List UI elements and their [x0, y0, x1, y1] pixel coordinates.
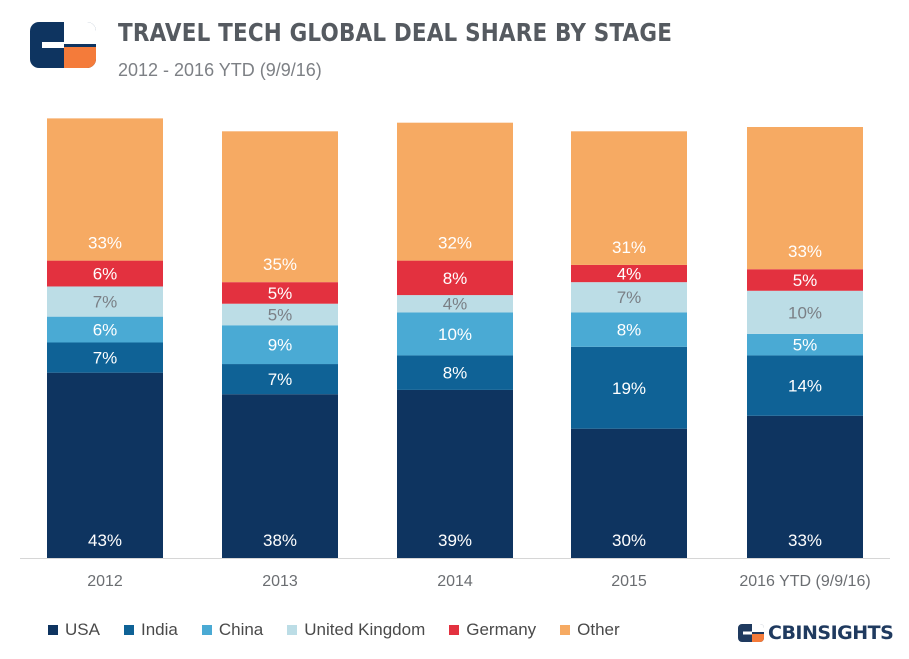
bar-segment-india-0: [47, 342, 163, 373]
bar-segment-other-0: [47, 118, 163, 261]
data-label-other-3: 31%: [612, 238, 646, 257]
data-label-india-3: 19%: [612, 379, 646, 398]
data-label-usa-2: 39%: [438, 531, 472, 550]
data-label-china-3: 8%: [617, 321, 642, 340]
chart-subtitle: 2012 - 2016 YTD (9/9/16): [118, 60, 322, 80]
bar-segment-india-3: [571, 346, 687, 429]
legend-swatch: [123, 625, 134, 635]
data-label-germany-2: 8%: [443, 269, 468, 288]
data-label-united-kingdom-0: 7%: [93, 293, 118, 312]
brand-text: CBINSIGHTS: [768, 622, 894, 644]
bar-segment-usa-1: [222, 394, 338, 558]
bar-segment-other-2: [397, 122, 513, 261]
data-label-usa-0: 43%: [88, 531, 122, 550]
legend-label: USA: [65, 620, 100, 639]
bar-segment-usa-3: [571, 428, 687, 558]
chart-title: TRAVEL TECH GLOBAL DEAL SHARE BY STAGE: [118, 18, 673, 47]
data-label-germany-3: 4%: [617, 265, 642, 284]
x-tick-label-2: 2014: [437, 573, 473, 590]
bar-segment-germany-4: [747, 269, 863, 291]
bar-segment-india-2: [397, 355, 513, 390]
x-tick-label-1: 2013: [262, 573, 298, 590]
legend-item-other: Other: [560, 620, 620, 640]
data-label-india-1: 7%: [268, 370, 293, 389]
data-label-united-kingdom-4: 10%: [788, 303, 822, 322]
bar-segment-usa-2: [397, 389, 513, 558]
bar-segment-germany-3: [571, 264, 687, 283]
bar-segment-united-kingdom-2: [397, 295, 513, 313]
legend-swatch: [201, 625, 212, 635]
chart-legend: USA India China United Kingdom Germany Other: [48, 620, 644, 640]
bar-segment-china-2: [397, 312, 513, 356]
bar-segment-china-1: [222, 325, 338, 365]
data-label-india-0: 7%: [93, 349, 118, 368]
data-label-united-kingdom-1: 5%: [268, 305, 293, 324]
data-label-other-4: 33%: [788, 242, 822, 261]
bar-segment-united-kingdom-0: [47, 286, 163, 317]
data-label-usa-4: 33%: [788, 531, 822, 550]
data-label-china-1: 9%: [268, 336, 293, 355]
bar-segment-germany-0: [47, 260, 163, 287]
data-label-germany-1: 5%: [268, 284, 293, 303]
bar-segment-other-1: [222, 131, 338, 283]
bar-segment-germany-2: [397, 260, 513, 296]
bar-segment-usa-0: [47, 372, 163, 558]
bar-segment-united-kingdom-1: [222, 303, 338, 326]
legend-item-india: India: [123, 620, 178, 640]
bar-segment-india-1: [222, 364, 338, 395]
data-label-china-4: 5%: [793, 336, 818, 355]
legend-swatch: [449, 625, 460, 635]
x-tick-label-0: 2012: [87, 573, 123, 590]
legend-swatch: [560, 625, 571, 635]
bar-segment-united-kingdom-4: [747, 290, 863, 334]
data-label-united-kingdom-2: 4%: [443, 295, 468, 314]
bar-segment-china-4: [747, 333, 863, 356]
legend-label: China: [218, 620, 264, 639]
legend-item-usa: USA: [48, 620, 100, 640]
stacked-bar-chart: 43% 7% 6% 7% 6% 33% 2012 38% 7% 9% 5% 5% 35% 2013 39% 8…: [20, 118, 890, 590]
data-label-usa-3: 30%: [612, 531, 646, 550]
data-label-other-0: 33%: [88, 234, 122, 253]
bar-segment-other-4: [747, 127, 863, 270]
legend-swatch: [48, 625, 58, 635]
bar-segment-india-4: [747, 355, 863, 416]
legend-label: India: [140, 620, 178, 639]
x-tick-label-3: 2015: [611, 573, 647, 590]
data-label-germany-0: 6%: [93, 265, 118, 284]
bar-segment-usa-4: [747, 415, 863, 558]
legend-label: United Kingdom: [304, 620, 426, 639]
bar-segment-germany-1: [222, 282, 338, 304]
data-label-germany-4: 5%: [793, 271, 818, 290]
legend-swatch: [287, 625, 298, 635]
data-label-usa-1: 38%: [263, 531, 297, 550]
bar-segment-china-0: [47, 316, 163, 343]
data-label-other-1: 35%: [263, 255, 297, 274]
legend-label: Other: [577, 620, 620, 639]
data-label-china-2: 10%: [438, 325, 472, 344]
legend-item-united-kingdom: United Kingdom: [287, 620, 425, 640]
bar-segment-china-3: [571, 312, 687, 347]
legend-label: Germany: [466, 620, 537, 639]
data-label-china-0: 6%: [93, 321, 118, 340]
legend-item-germany: Germany: [449, 620, 536, 640]
data-label-india-4: 14%: [788, 377, 822, 396]
bar-segment-united-kingdom-3: [571, 282, 687, 313]
cb-insights-brand: CBINSIGHTS: [738, 620, 894, 646]
x-tick-label-4: 2016 YTD (9/9/16): [739, 573, 870, 590]
cb-insights-mark-icon: [738, 624, 764, 642]
legend-item-china: China: [201, 620, 264, 640]
data-label-united-kingdom-3: 7%: [617, 288, 642, 307]
data-label-other-2: 32%: [438, 234, 472, 253]
bar-segment-other-3: [571, 131, 687, 265]
cb-insights-logo: [30, 22, 96, 68]
data-label-india-2: 8%: [443, 364, 468, 383]
